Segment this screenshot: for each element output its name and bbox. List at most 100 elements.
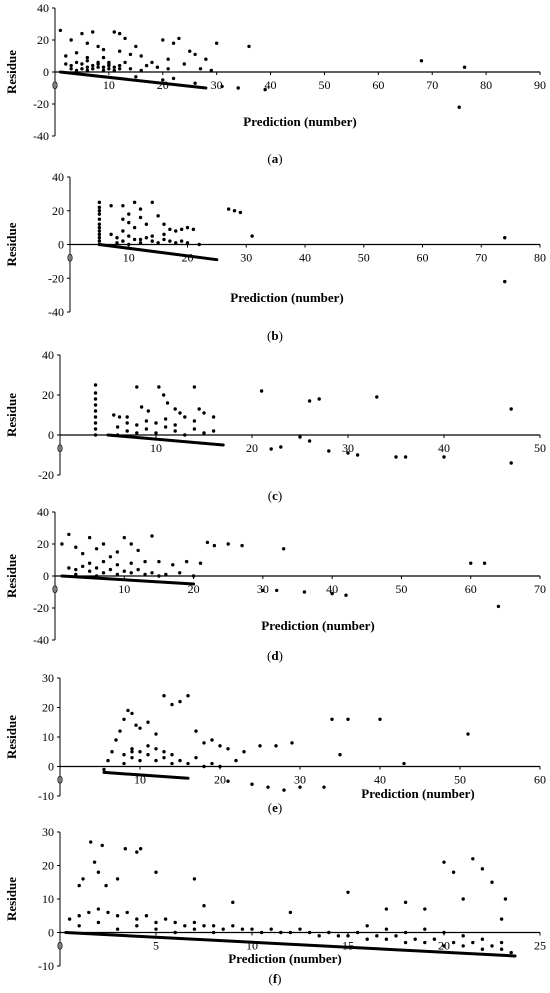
data-point: [162, 750, 166, 754]
x-tick-label: 40: [326, 582, 338, 596]
data-point: [144, 427, 149, 431]
data-point: [154, 431, 158, 435]
data-point: [81, 551, 85, 556]
data-point: [80, 31, 84, 36]
x-axis-title: Prediction (number): [361, 786, 475, 801]
data-point: [107, 67, 111, 71]
data-point: [471, 940, 475, 945]
data-point: [146, 720, 150, 724]
y-axis-title: Residue: [4, 50, 19, 94]
data-point: [275, 588, 279, 593]
data-point: [150, 534, 154, 538]
data-point: [197, 407, 201, 411]
data-point: [135, 423, 139, 427]
data-point: [125, 415, 129, 419]
data-point: [330, 717, 334, 721]
x-tick-label: 30: [342, 441, 354, 455]
data-point: [185, 225, 190, 230]
data-point: [198, 561, 203, 565]
data-point: [122, 717, 126, 721]
panel-f: -1001020300510152025ResiduePrediction (n…: [4, 825, 546, 986]
y-tick-label: -40: [33, 129, 49, 143]
data-point: [85, 41, 90, 45]
data-point: [130, 711, 134, 716]
data-point: [125, 910, 129, 915]
data-point: [403, 930, 408, 935]
data-point: [198, 67, 203, 71]
data-point: [509, 407, 513, 411]
data-point: [173, 930, 177, 935]
data-point: [250, 782, 254, 786]
y-tick-label: 40: [52, 170, 64, 184]
data-point: [122, 569, 126, 573]
data-point: [469, 561, 473, 565]
data-point: [173, 920, 177, 925]
data-point: [157, 574, 161, 578]
data-point: [161, 393, 166, 397]
data-point: [138, 726, 142, 730]
data-point: [307, 399, 312, 403]
data-point: [157, 385, 161, 389]
data-point: [442, 860, 446, 864]
data-point: [96, 60, 100, 65]
x-tick-label: 0: [57, 939, 63, 953]
y-tick-label: -40: [48, 305, 64, 319]
panel-label: (e): [268, 800, 282, 815]
data-point: [112, 68, 116, 73]
data-point: [163, 417, 168, 421]
data-point: [97, 217, 102, 221]
data-point: [226, 542, 230, 546]
data-point: [226, 207, 231, 211]
data-point: [442, 930, 446, 935]
data-point: [115, 425, 120, 429]
x-tick-label: 60: [417, 251, 429, 265]
data-point: [93, 391, 98, 395]
data-point: [60, 542, 64, 546]
data-point: [165, 401, 170, 405]
data-point: [85, 65, 90, 69]
x-tick-label: 70: [426, 78, 438, 92]
y-axis-title: Residue: [4, 222, 19, 266]
data-point: [192, 920, 197, 925]
y-tick-label: 20: [52, 204, 64, 218]
data-point: [150, 239, 154, 243]
data-point: [202, 764, 206, 769]
x-axis-title: Prediction (number): [230, 290, 344, 305]
x-tick-label: 50: [395, 582, 407, 596]
data-point: [155, 65, 160, 69]
data-point: [202, 924, 206, 928]
data-point: [109, 203, 113, 208]
data-point: [173, 423, 177, 427]
y-tick-label: -40: [33, 633, 49, 647]
y-tick-label: -20: [38, 468, 54, 482]
data-point: [423, 907, 427, 911]
y-axis-title: Residue: [4, 877, 19, 921]
data-point: [174, 229, 178, 233]
data-point: [138, 237, 143, 242]
data-point: [197, 242, 201, 247]
data-point: [344, 593, 348, 597]
data-point: [96, 65, 100, 69]
data-point: [121, 217, 125, 221]
data-point: [282, 788, 286, 792]
data-point: [97, 212, 102, 216]
data-point: [117, 415, 122, 419]
data-point: [394, 455, 398, 459]
data-point: [154, 421, 158, 425]
data-point: [85, 59, 90, 63]
data-point: [93, 421, 98, 425]
x-tick-label: 0: [57, 441, 63, 455]
data-point: [67, 566, 71, 570]
data-point: [218, 744, 222, 748]
data-point: [81, 877, 85, 881]
data-point: [218, 764, 222, 769]
x-tick-label: 15: [342, 939, 354, 953]
data-point: [130, 755, 134, 760]
data-point: [118, 729, 122, 733]
data-point: [211, 924, 216, 928]
data-point: [122, 753, 126, 757]
lower-bound-band: [60, 574, 196, 586]
data-point: [132, 200, 137, 205]
data-point: [338, 753, 342, 757]
